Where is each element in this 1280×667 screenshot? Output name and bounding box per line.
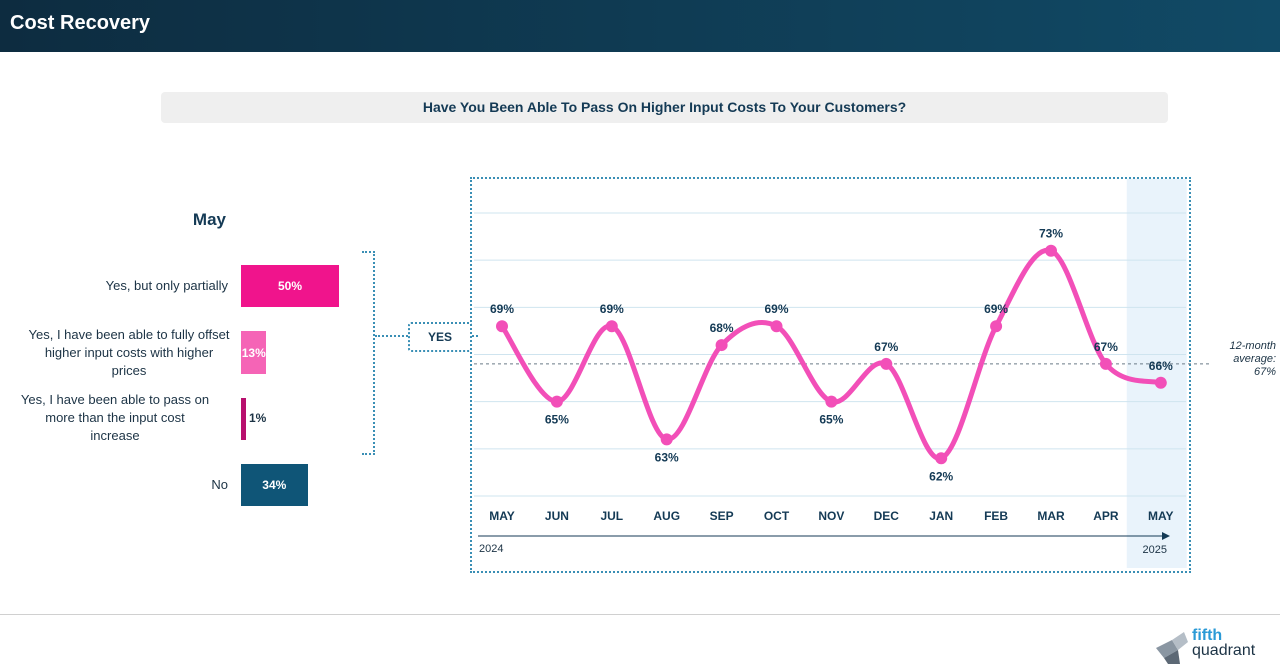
yes-group-label: YES	[408, 322, 472, 352]
breakdown-month-label: May	[192, 210, 226, 229]
logo-line-2: quadrant	[1192, 642, 1256, 659]
bar-value-more-than-cost: 1%	[249, 411, 267, 425]
logo-wordmark: fifth quadrant	[1192, 627, 1256, 659]
category-label-fully-offset: Yes, I have been able to fully offset hi…	[28, 327, 230, 378]
bar-value-fully-offset: 13%	[241, 346, 266, 360]
category-label-more-than-cost: Yes, I have been able to pass on more th…	[20, 392, 210, 443]
bar-partially	[241, 265, 339, 307]
question-banner: Have You Been Able To Pass On Higher Inp…	[161, 92, 1168, 123]
logo-line-1: fifth	[1192, 627, 1223, 644]
bar-no	[241, 464, 308, 506]
fifth-quadrant-logo-icon	[1156, 632, 1188, 664]
category-label-no: No	[211, 477, 228, 492]
bar-fully-offset	[241, 331, 267, 374]
bar-more-than-cost	[241, 398, 246, 440]
header-bar: Cost Recovery	[0, 0, 1280, 52]
average-note: 12-month average: 67%	[1196, 340, 1276, 379]
category-label-partially: Yes, but only partially	[105, 278, 228, 293]
average-note-line-1: 12-month	[1229, 340, 1276, 352]
bracket-connector	[375, 335, 408, 337]
page-title: Cost Recovery	[10, 12, 151, 34]
yes-group-bracket	[362, 251, 375, 455]
footer-divider	[0, 614, 1280, 615]
bar-value-partially: 50%	[277, 279, 303, 293]
average-note-line-2: average:	[1233, 353, 1276, 365]
average-note-line-3: 67%	[1253, 366, 1276, 378]
yes-connector	[472, 335, 478, 337]
bar-value-no: 34%	[262, 478, 287, 492]
trend-chart-frame	[470, 177, 1191, 573]
